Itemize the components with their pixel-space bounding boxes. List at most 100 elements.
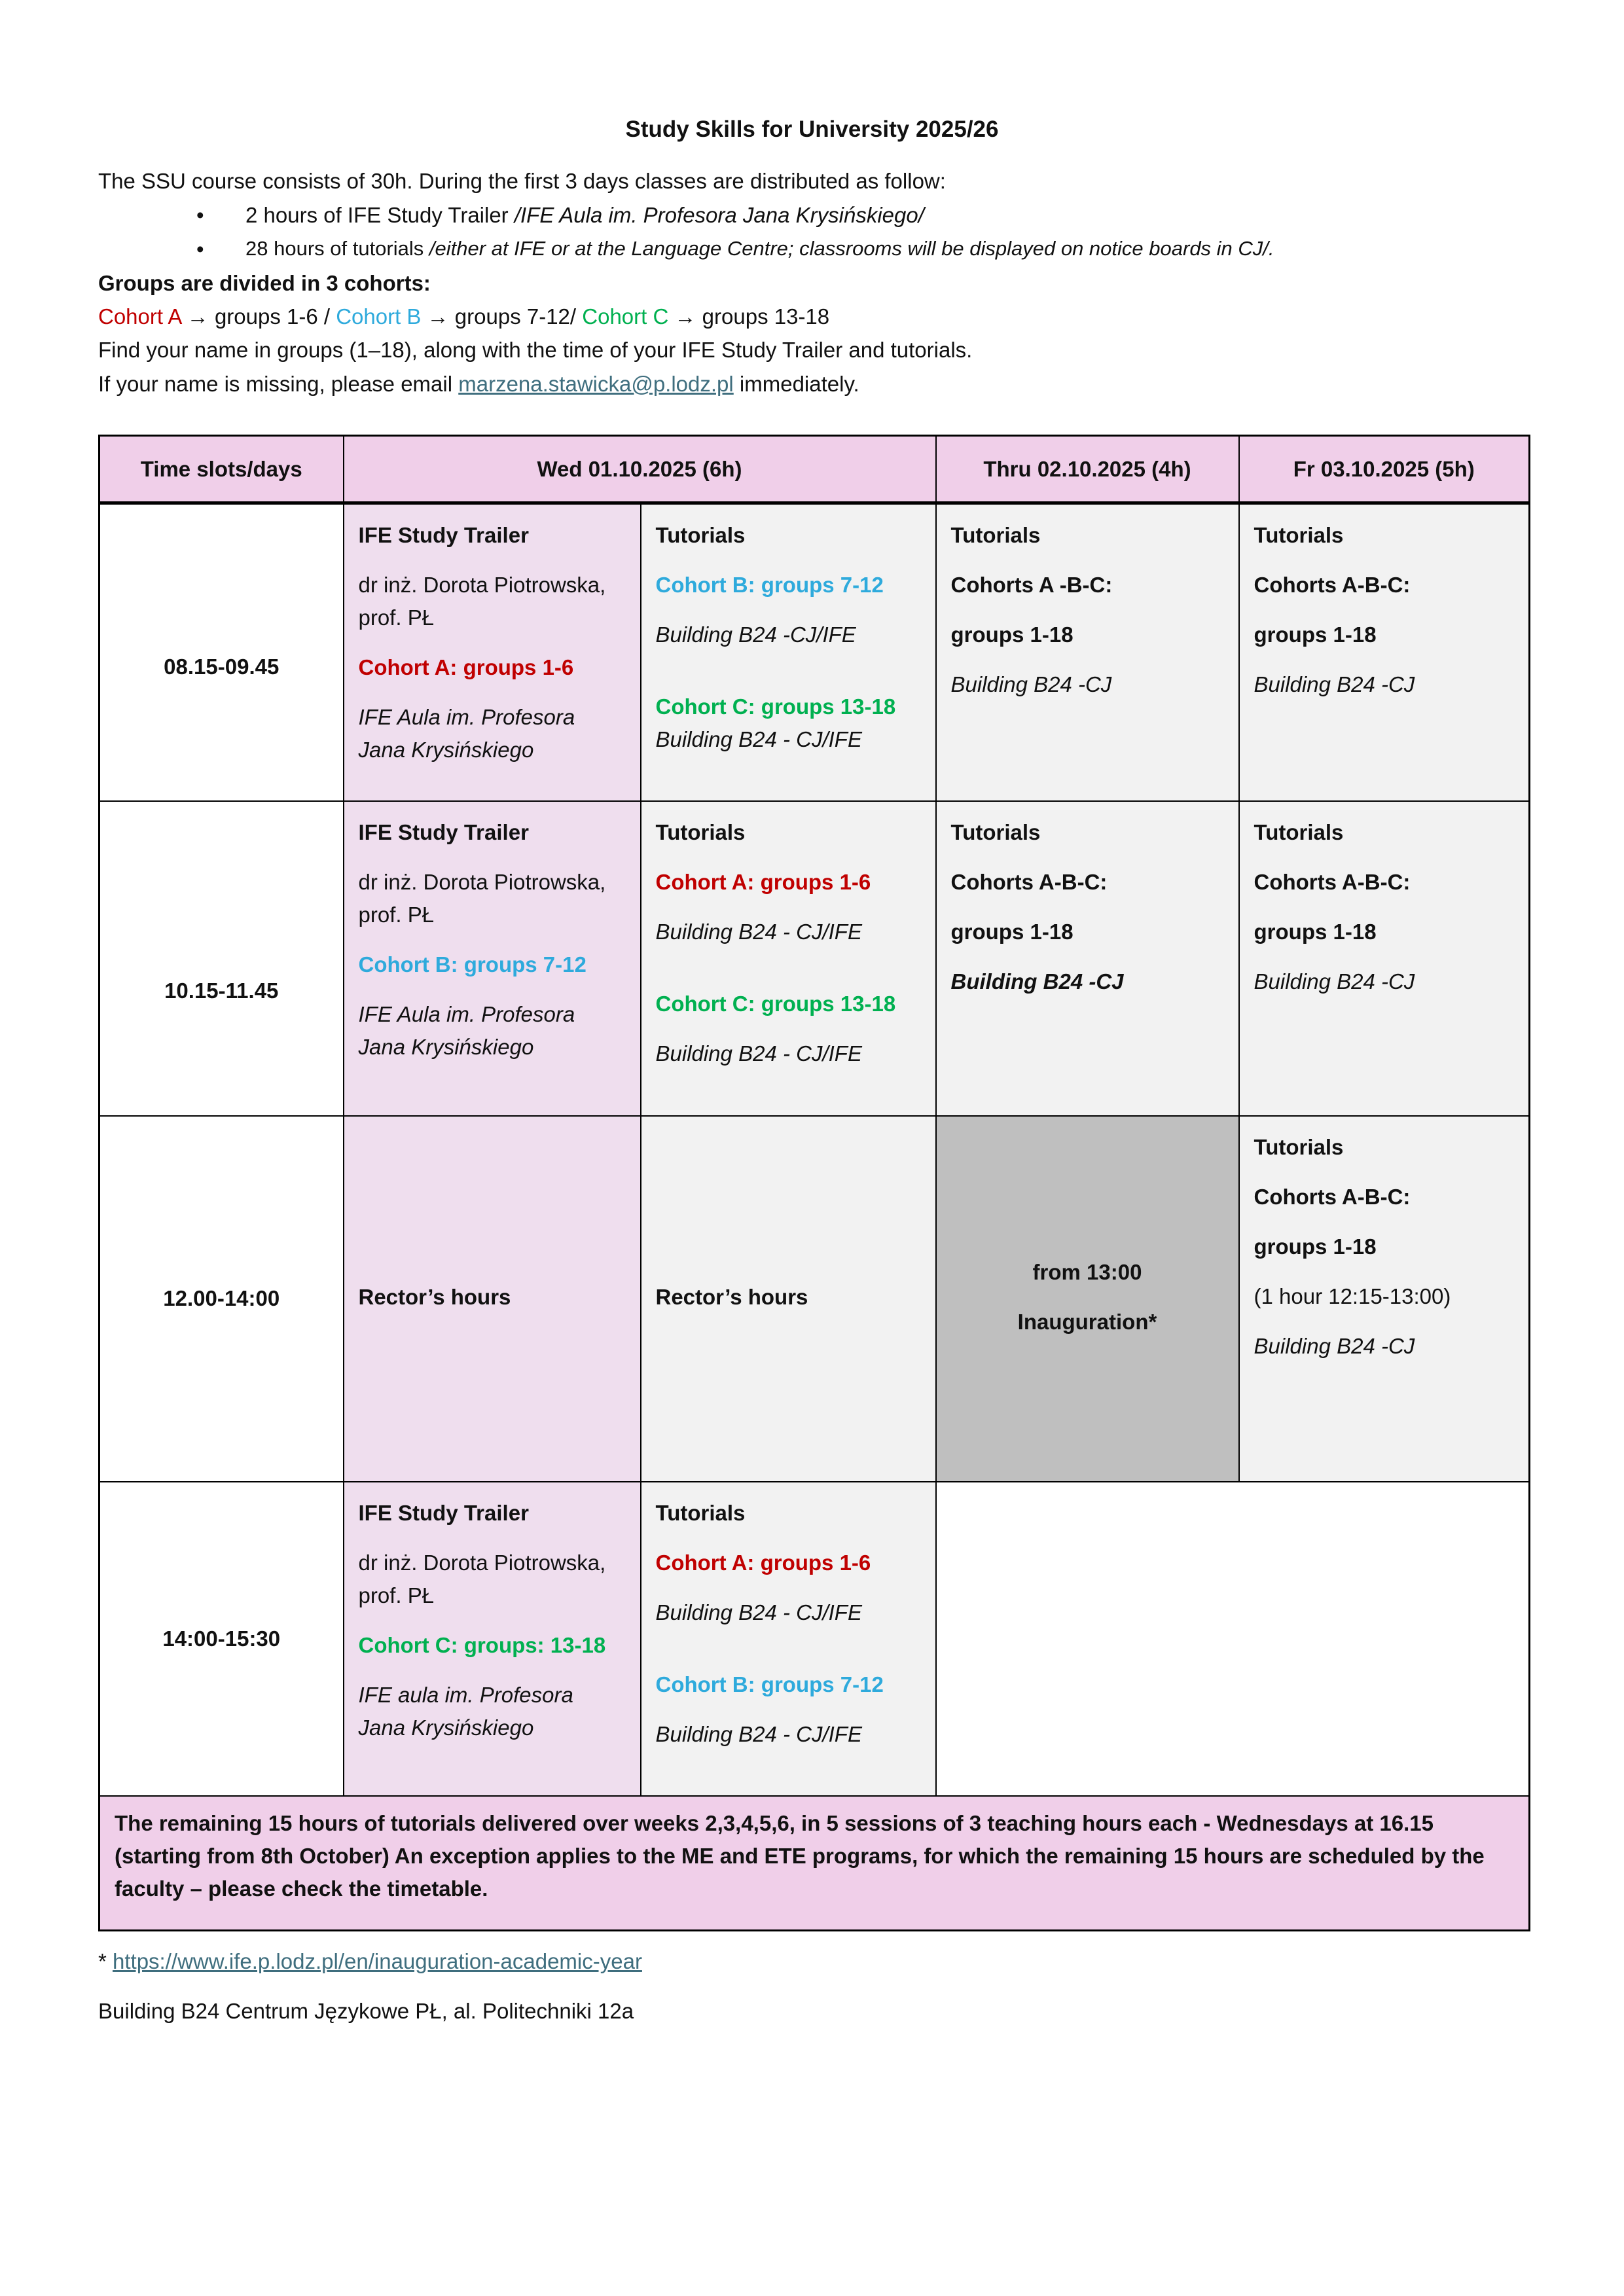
cell-line: Cohort C: groups: 13-18 (358, 1632, 606, 1657)
footnote: * https://www.ife.p.lodz.pl/en/inaugurat… (98, 1949, 642, 1974)
fri-cell: Tutorials Cohorts A-B-C: groups 1-18 Buildi… (1238, 502, 1530, 802)
cell-line: Building B24 -CJ (1254, 969, 1415, 994)
cell-line: Tutorials (950, 819, 1041, 844)
bullet-text: 28 hours of tutorials (245, 237, 429, 260)
cell-line: Tutorials (1254, 1134, 1344, 1159)
cell-line: dr inż. Dorota Piotrowska, prof. PŁ (358, 869, 606, 927)
footnote-marker: * (98, 1949, 113, 1973)
cell-line: Tutorials (1254, 819, 1344, 844)
cell-line: Tutorials (1254, 523, 1344, 547)
thu-cell: Tutorials Cohorts A-B-C: groups 1-18 Buildi… (935, 800, 1240, 1117)
page-title: Study Skills for University 2025/26 (625, 117, 999, 142)
inauguration-link[interactable]: https://www.ife.p.lodz.pl/en/inauguratio… (113, 1949, 642, 1973)
footer-row: The remaining 15 hours of tutorials deli… (98, 1795, 1530, 1931)
cell-line: dr inż. Dorota Piotrowska, prof. PŁ (358, 1550, 606, 1607)
arrow-icon: → (427, 304, 449, 329)
cell-line: Building B24 -CJ (950, 969, 1124, 994)
cell-line: Building B24 - CJ/IFE (655, 1721, 862, 1746)
cohort-a-groups: groups 1-6 / (214, 304, 331, 329)
cell-line: Cohort C: groups 13-18 (655, 991, 896, 1016)
email-link[interactable]: marzena.stawicka@p.lodz.pl (458, 372, 734, 396)
cohort-c-label: Cohort C (582, 304, 669, 329)
cell-line: Building B24 - CJ/IFE (655, 1600, 862, 1624)
cell-line: Cohorts A-B-C: (950, 869, 1108, 894)
cell-line: Cohort A: groups 1-6 (655, 1550, 871, 1575)
fri-cell: Tutorials Cohorts A-B-C: groups 1-18 (1 hou… (1238, 1115, 1530, 1482)
bullet-icon: • (196, 203, 204, 227)
time-slot: 14:00-15:30 (98, 1480, 344, 1797)
cell-line: Rector’s hours (655, 1285, 808, 1309)
schedule-row: 10.15-11.45 IFE Study Trailer dr inż. Doro… (98, 800, 1530, 1117)
time-slot: 10.15-11.45 (98, 800, 344, 1117)
cell-line: Cohorts A-B-C: (1254, 869, 1411, 894)
cell-line: from 13:00 (1032, 1260, 1142, 1284)
cell-line: Cohort C: groups 13-18 (655, 694, 896, 719)
cell-line: Cohorts A-B-C: (1254, 573, 1411, 597)
wed-tutorials-cell: Tutorials Cohort A: groups 1-6 Building B2… (640, 800, 937, 1117)
missing-name-text: If your name is missing, please email ma… (98, 372, 859, 397)
header-thu: Thru 02.10.2025 (4h) (935, 435, 1240, 505)
schedule-row: 08.15-09.45 IFE Study Trailer dr inż. Doro… (98, 502, 1530, 802)
cell-line: (1 hour 12:15-13:00) (1254, 1283, 1451, 1308)
cohort-line: Cohort A → groups 1-6 / Cohort B → group… (98, 304, 829, 329)
groups-heading: Groups are divided in 3 cohorts: (98, 271, 431, 295)
cell-line: Building B24 -CJ/IFE (655, 622, 856, 647)
cell-line: IFE Study Trailer (358, 1500, 529, 1525)
address: Building B24 Centrum Językowe PŁ, al. Po… (98, 1999, 634, 2023)
intro-text: The SSU course consists of 30h. During t… (98, 169, 946, 193)
cell-line: Rector’s hours (358, 1285, 511, 1309)
bullet-detail: /either at IFE or at the Language Centre… (429, 237, 1274, 260)
time-slot: 08.15-09.45 (98, 502, 344, 802)
bullet-item: 28 hours of tutorials /either at IFE or … (245, 237, 1274, 260)
header-wed: Wed 01.10.2025 (6h) (342, 435, 937, 505)
empty-cell (935, 1480, 1530, 1797)
cohort-a-label: Cohort A (98, 304, 181, 329)
schedule-row: 14:00-15:30 IFE Study Trailer dr inż. Doro… (98, 1480, 1530, 1797)
header-row: Time slots/days Wed 01.10.2025 (6h) Thru… (98, 435, 1530, 505)
cell-line: IFE Aula im. Profesora Jana Krysińskiego (358, 705, 575, 762)
cell-line: Tutorials (950, 523, 1041, 547)
cell-line: Building B24 - CJ/IFE (655, 919, 862, 944)
cell-line: Cohort A: groups 1-6 (358, 655, 574, 679)
cohort-b-groups: groups 7-12/ (454, 304, 577, 329)
header-time-slots: Time slots/days (98, 435, 344, 505)
wed-trailer-cell: Rector’s hours (342, 1115, 641, 1482)
bullet-detail: /IFE Aula im. Profesora Jana Krysińskieg… (514, 203, 924, 227)
thu-cell: Tutorials Cohorts A -B-C: groups 1-18 Build… (935, 502, 1240, 802)
missing-post: immediately. (733, 372, 859, 396)
find-name-text: Find your name in groups (1–18), along w… (98, 338, 973, 362)
wed-trailer-cell: IFE Study Trailer dr inż. Dorota Piotrows… (342, 1480, 641, 1797)
cell-line: Building B24 -CJ (950, 672, 1112, 696)
cell-line: Building B24 -CJ (1254, 672, 1415, 696)
cell-line: groups 1-18 (1254, 919, 1377, 944)
wed-trailer-cell: IFE Study Trailer dr inż. Dorota Piotrows… (342, 502, 641, 802)
bullet-text: 2 hours of IFE Study Trailer (245, 203, 514, 227)
cell-line: Building B24 -CJ (1254, 1333, 1415, 1358)
cohort-c-groups: groups 13-18 (702, 304, 830, 329)
schedule-table: Time slots/days Wed 01.10.2025 (6h) Thru… (98, 435, 1530, 1931)
cell-line: IFE Study Trailer (358, 523, 529, 547)
thu-cell: from 13:00 Inauguration* (935, 1115, 1240, 1482)
time-slot: 12.00-14:00 (98, 1115, 344, 1482)
wed-tutorials-cell: Tutorials Cohort A: groups 1-6 Building B2… (640, 1480, 937, 1797)
cell-line: Building B24 - CJ/IFE (655, 1041, 862, 1066)
cell-line: Cohort B: groups 7-12 (655, 1672, 884, 1696)
cell-line: Building B24 - CJ/IFE (655, 727, 862, 751)
cell-line: Tutorials (655, 523, 746, 547)
cell-line: IFE Aula im. Profesora Jana Krysińskiego (358, 1001, 575, 1059)
bullet-icon: • (196, 237, 204, 261)
cell-line: Inauguration* (1017, 1310, 1157, 1334)
cell-line: Cohort B: groups 7-12 (358, 952, 586, 977)
cell-line: groups 1-18 (1254, 1234, 1377, 1259)
fri-cell: Tutorials Cohorts A-B-C: groups 1-18 Buildi… (1238, 800, 1530, 1117)
schedule-row: 12.00-14:00 Rector’s hours Rector’s hours f… (98, 1115, 1530, 1482)
cell-line: groups 1-18 (950, 622, 1074, 647)
cell-line: Cohorts A -B-C: (950, 573, 1113, 597)
cell-line: IFE Study Trailer (358, 819, 529, 844)
arrow-icon: → (187, 304, 209, 329)
cell-line: dr inż. Dorota Piotrowska, prof. PŁ (358, 573, 606, 630)
footer-note: The remaining 15 hours of tutorials deli… (98, 1795, 1530, 1931)
missing-pre: If your name is missing, please email (98, 372, 459, 396)
cohort-b-label: Cohort B (336, 304, 422, 329)
arrow-icon: → (674, 304, 696, 329)
